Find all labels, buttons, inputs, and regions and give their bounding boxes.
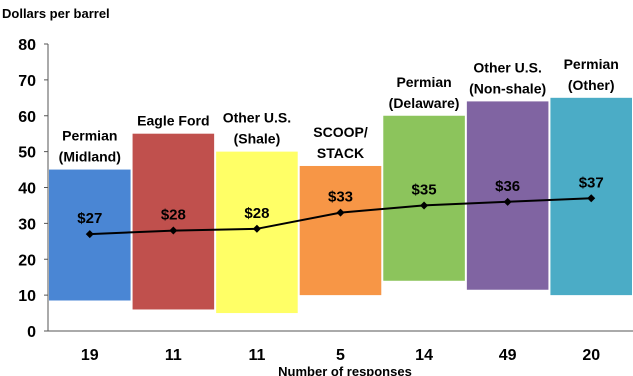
average-line: [85, 194, 596, 239]
range-bar: [132, 133, 215, 310]
category-label: SCOOP/: [313, 124, 368, 140]
category-label: (Delaware): [389, 95, 460, 111]
range-bar: [299, 165, 382, 296]
x-tick-label: 49: [499, 347, 517, 364]
average-line-marker: [336, 208, 345, 217]
x-tick-label: 19: [81, 347, 99, 364]
x-tick-label: 11: [165, 347, 182, 364]
category-label: (Non-shale): [469, 80, 546, 96]
x-axis-title: Number of responses: [278, 364, 412, 376]
data-label: $27: [77, 210, 102, 227]
category-label: (Shale): [234, 131, 281, 147]
y-tick-label: 70: [18, 73, 36, 90]
data-label: $33: [328, 189, 353, 206]
y-tick-label: 0: [27, 324, 36, 341]
data-labels: $27 $28 $28 $33 $35 $36 $37: [77, 174, 603, 227]
category-label: Other U.S.: [223, 110, 291, 126]
data-label: $28: [244, 205, 269, 222]
x-axis-response-counts: 19 11 11 5 14 49 20: [81, 347, 600, 364]
y-tick-label: 10: [18, 288, 36, 305]
y-tick-label: 20: [18, 252, 36, 269]
range-bars: [49, 97, 632, 314]
y-axis-ticks: 0 10 20 30 40 50 60 70 80: [18, 37, 48, 341]
category-label: Permian: [396, 74, 451, 90]
category-labels: Permian (Midland) Eagle Ford Other U.S. (Sha…: [59, 56, 619, 165]
category-label: Other U.S.: [473, 59, 541, 75]
y-tick-label: 30: [18, 216, 36, 233]
range-bar: [383, 115, 465, 281]
data-label: $28: [161, 207, 186, 224]
average-line-marker: [420, 201, 429, 210]
category-label: Permian: [62, 128, 117, 144]
y-tick-label: 40: [18, 181, 36, 198]
x-tick-label: 20: [582, 347, 600, 364]
category-label: Permian: [564, 56, 619, 72]
average-line-marker: [252, 224, 261, 233]
average-line-marker: [503, 197, 512, 206]
range-bar: [466, 101, 549, 290]
x-tick-label: 14: [415, 347, 433, 364]
category-label: (Other): [568, 77, 615, 93]
x-tick-label: 11: [248, 347, 265, 364]
data-label: $36: [495, 178, 520, 195]
y-tick-label: 80: [18, 37, 36, 54]
y-tick-label: 60: [18, 109, 36, 126]
y-axis-title: Dollars per barrel: [2, 6, 110, 21]
category-label: Eagle Ford: [137, 113, 209, 129]
average-line-marker: [587, 194, 596, 203]
data-label: $37: [579, 174, 604, 191]
y-tick-label: 50: [18, 145, 36, 162]
data-label: $35: [412, 181, 437, 198]
x-tick-label: 5: [336, 347, 345, 364]
average-line-marker: [85, 230, 94, 239]
category-label: (Midland): [59, 149, 121, 165]
average-line-marker: [169, 226, 178, 235]
category-label: STACK: [317, 145, 364, 161]
